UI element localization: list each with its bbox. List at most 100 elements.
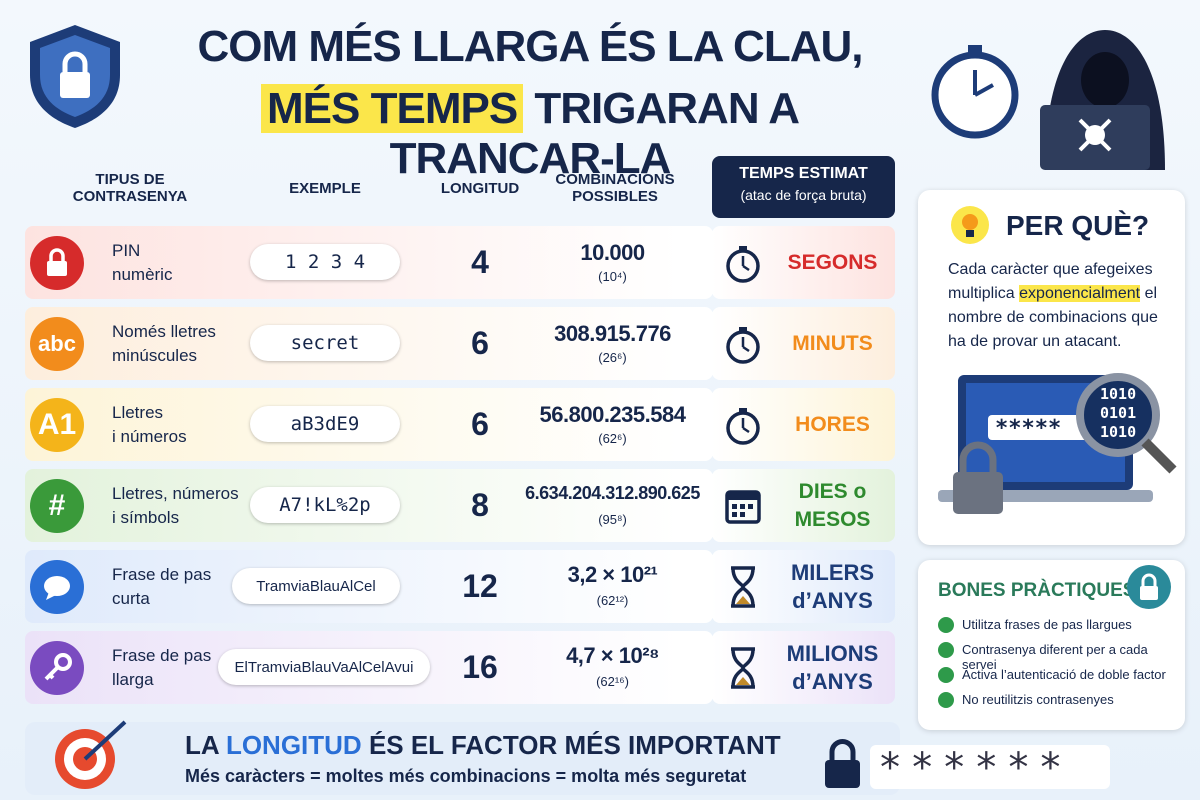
footer-text: LA	[185, 730, 219, 760]
col-header: TIPUS DE CONTRASENYA	[72, 171, 188, 205]
why-text: Cada caràcter que afegeixes multiplica e…	[948, 258, 1163, 354]
screen-password: *****	[995, 416, 1062, 441]
password-type: Lletres i números	[112, 401, 187, 449]
time-icon	[731, 566, 755, 608]
check-icon	[938, 667, 954, 683]
type-line: i símbols	[112, 508, 180, 527]
time-icon	[726, 327, 760, 364]
lock-badge	[1127, 565, 1171, 609]
formula: (62¹⁶)	[596, 674, 629, 689]
binary-line: 1010	[1100, 385, 1137, 403]
check-icon	[938, 692, 954, 708]
time-icon	[731, 647, 755, 689]
tip-item: Utilitza frases de pas llargues	[962, 617, 1132, 632]
footer-highlight: LONGITUD	[225, 730, 362, 760]
footer-headline: LA LONGITUD ÉS EL FACTOR MÉS IMPORTANT	[185, 730, 781, 761]
time-header: TEMPS ESTIMAT (atac de força bruta)	[712, 156, 895, 218]
row-glyph	[44, 653, 72, 681]
example: secret	[250, 325, 400, 361]
type-line: Frase de pas	[112, 646, 212, 665]
why-text-part: el nombre de combinacions que ha de prov…	[948, 285, 1158, 350]
password-type: Només lletres minúscules	[112, 320, 216, 368]
row-icon: A1	[30, 398, 84, 452]
bulb-icon	[951, 206, 989, 244]
footer-banner	[25, 722, 900, 795]
row-glyph	[44, 576, 70, 600]
title-line1: COM MÉS LLARGA ÉS LA CLAU,	[197, 22, 864, 71]
tip-item: Contrasenya diferent per a cada servei	[962, 642, 1148, 672]
time: MILIONS d’ANYS	[786, 640, 879, 694]
why-panel: PER QUÈ? Cada caràcter que afegeixes mul…	[918, 190, 1185, 545]
laptop-illustration	[938, 373, 1177, 514]
lock-icon	[825, 739, 860, 788]
length: 12	[462, 568, 498, 604]
time-icon	[726, 246, 760, 283]
type-line: Lletres, números	[112, 484, 239, 503]
type-line: i números	[112, 427, 187, 446]
time-header-title: TEMPS ESTIMAT	[739, 165, 868, 182]
type-line: numèric	[112, 265, 173, 284]
formula: (62⁶)	[598, 431, 627, 446]
combinations: 6.634.204.312.890.625	[525, 483, 700, 503]
col-header: LONGITUD	[440, 179, 520, 197]
row-icon	[30, 560, 84, 614]
check-icon	[938, 617, 954, 633]
combinations: 308.915.776	[554, 321, 671, 346]
tips-panel: BONES PRÀCTIQUES Utilitza frases de pas …	[918, 560, 1185, 730]
example: aB3dE9	[250, 406, 400, 442]
type-line: Només lletres	[112, 322, 216, 341]
type-line: minúscules	[112, 346, 198, 365]
row-icon	[30, 641, 84, 695]
title-highlight: MÉS TEMPS	[261, 84, 524, 133]
length: 6	[471, 406, 489, 442]
length: 6	[471, 325, 489, 361]
time-header-sub: (atac de força bruta)	[740, 187, 867, 203]
binary: 1010 0101 1010	[1100, 385, 1136, 442]
combinations: 3,2 × 10²¹	[567, 562, 658, 587]
binary-line: 1010	[1100, 423, 1137, 441]
example: TramviaBlauAlCel	[232, 568, 400, 604]
time: DIES o MESOS	[794, 479, 871, 531]
combinations: 4,7 × 10²⁸	[566, 643, 659, 668]
type-line: curta	[112, 589, 150, 608]
time: HORES	[795, 412, 870, 436]
example: 1 2 3 4	[250, 244, 400, 280]
formula: (95⁸)	[598, 512, 627, 527]
time-icon	[726, 408, 760, 445]
col-header: EXEMPLE	[289, 179, 361, 197]
hacker-illustration	[931, 30, 1165, 170]
combinations: 56.800.235.584	[539, 402, 686, 427]
row-icon	[30, 236, 84, 290]
type-line: llarga	[112, 670, 154, 689]
example: A7!kL%2p	[250, 487, 400, 523]
footer-password: ******	[870, 745, 1110, 791]
example: ElTramviaBlauVaAlCelAvui	[218, 649, 430, 685]
why-highlight: exponencialment	[1019, 285, 1141, 302]
tips-title: BONES PRÀCTIQUES	[938, 580, 1136, 601]
length: 8	[471, 487, 489, 523]
title-line2: MÉS TEMPS TRIGARAN A TRANCAR-LA	[150, 84, 910, 184]
row-glyph	[47, 248, 67, 276]
type-line: PIN	[112, 241, 141, 260]
binary-line: 0101	[1100, 404, 1137, 422]
time: MINUTS	[792, 331, 873, 355]
footer-text: ÉS EL FACTOR MÉS IMPORTANT	[368, 730, 781, 760]
time: MILERS d’ANYS	[790, 559, 875, 613]
tip-item: No reutilitzis contrasenyes	[962, 692, 1114, 707]
length: 4	[471, 244, 489, 280]
formula: (26⁶)	[598, 350, 627, 365]
title-rest: TRIGARAN A TRANCAR-LA	[389, 84, 800, 183]
footer-subline: Més caràcters = moltes més combinacions …	[185, 766, 747, 786]
col-header: COMBINACIONS POSSIBLES	[555, 171, 675, 205]
why-title: PER QUÈ?	[1006, 210, 1150, 241]
tip-item: Activa l’autenticació de doble factor	[962, 667, 1166, 682]
type-line: Frase de pas	[112, 565, 212, 584]
row-icon: abc	[30, 317, 84, 371]
why-text-part: Cada caràcter que afegeixes multiplica	[948, 261, 1153, 302]
password-type: Frase de pas curta	[112, 563, 211, 611]
check-icon	[938, 642, 954, 658]
formula: (62¹²)	[596, 593, 629, 608]
shield-icon	[30, 25, 120, 128]
length: 16	[462, 649, 498, 685]
password-type: PIN numèric	[112, 239, 172, 287]
